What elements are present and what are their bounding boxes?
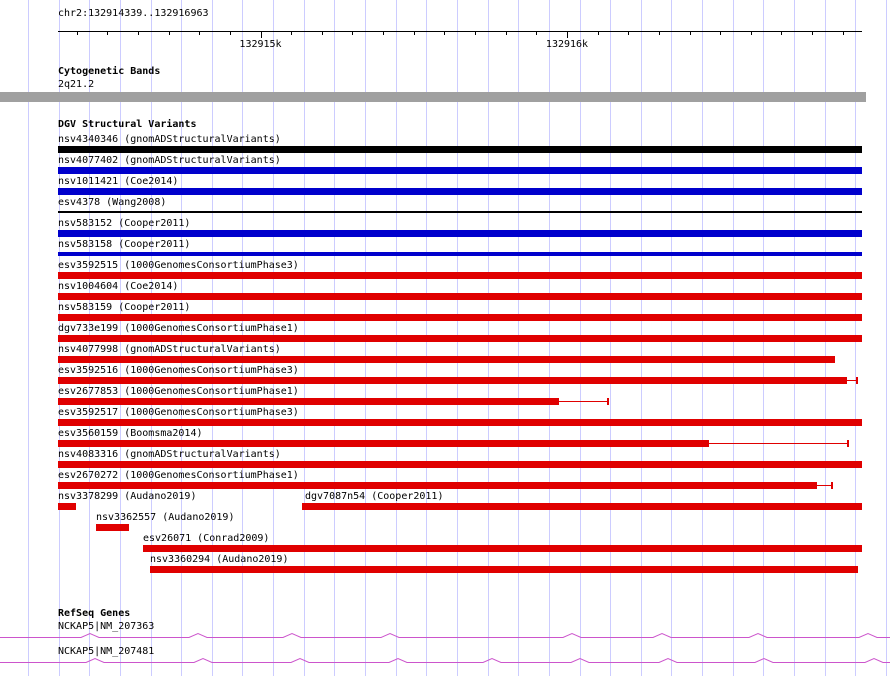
ruler-minor-tick bbox=[812, 31, 814, 35]
ruler-minor-tick bbox=[352, 31, 354, 35]
variant-ci-line bbox=[847, 380, 856, 381]
variant-bar[interactable] bbox=[58, 211, 862, 213]
variant-label[interactable]: esv3560159 (Boomsma2014) bbox=[58, 428, 203, 439]
dgv-heading: DGV Structural Variants bbox=[58, 119, 197, 130]
ruler-minor-tick bbox=[107, 31, 109, 35]
ruler-minor-tick bbox=[321, 31, 323, 35]
variant-ci-tick bbox=[856, 377, 858, 384]
variant-label[interactable]: nsv3378299 (Audano2019) bbox=[58, 491, 197, 502]
variant-label[interactable]: dgv7087n54 (Cooper2011) bbox=[305, 491, 444, 502]
variant-label[interactable]: dgv733e199 (1000GenomesConsortiumPhase1) bbox=[58, 323, 299, 334]
variant-label[interactable]: nsv583159 (Cooper2011) bbox=[58, 302, 191, 313]
variant-label[interactable]: nsv3360294 (Audano2019) bbox=[150, 554, 289, 565]
variant-bar[interactable] bbox=[58, 503, 76, 510]
ruler-minor-tick bbox=[505, 31, 507, 35]
ruler-minor-tick bbox=[413, 31, 415, 35]
variant-bar[interactable] bbox=[58, 377, 847, 384]
ruler-minor-tick bbox=[689, 31, 691, 35]
refseq-heading: RefSeq Genes bbox=[58, 608, 131, 619]
variant-label[interactable]: nsv4077998 (gnomADStructuralVariants) bbox=[58, 344, 281, 355]
variant-bar[interactable] bbox=[58, 482, 817, 489]
variant-bar[interactable] bbox=[58, 335, 862, 342]
variant-label[interactable]: esv3592517 (1000GenomesConsortiumPhase3) bbox=[58, 407, 299, 418]
ruler-minor-tick bbox=[536, 31, 538, 35]
variant-bar[interactable] bbox=[58, 419, 862, 426]
ruler-minor-tick bbox=[383, 31, 385, 35]
gene-label[interactable]: NCKAP5|NM_207481 bbox=[58, 646, 155, 657]
variant-ci-line bbox=[817, 485, 831, 486]
variant-label[interactable]: esv26071 (Conrad2009) bbox=[143, 533, 270, 544]
variant-bar[interactable] bbox=[96, 524, 129, 531]
variant-ci-tick bbox=[607, 398, 609, 405]
variant-bar[interactable] bbox=[58, 188, 862, 195]
variant-label[interactable]: esv2677853 (1000GenomesConsortiumPhase1) bbox=[58, 386, 299, 397]
gene-line[interactable] bbox=[0, 657, 890, 664]
variant-ci-line bbox=[709, 443, 847, 444]
variant-bar[interactable] bbox=[58, 146, 862, 153]
variant-label[interactable]: nsv4077402 (gnomADStructuralVariants) bbox=[58, 155, 281, 166]
variant-bar[interactable] bbox=[58, 167, 862, 174]
variant-bar[interactable] bbox=[58, 314, 862, 321]
ruler-minor-tick bbox=[444, 31, 446, 35]
ruler-line bbox=[58, 31, 862, 32]
ruler-minor-tick bbox=[720, 31, 722, 35]
variant-label[interactable]: nsv4340346 (gnomADStructuralVariants) bbox=[58, 134, 281, 145]
ruler-minor-tick bbox=[229, 31, 231, 35]
ruler-minor-tick bbox=[750, 31, 752, 35]
ruler-minor-tick bbox=[291, 31, 293, 35]
ruler-minor-tick bbox=[842, 31, 844, 35]
variant-bar[interactable] bbox=[58, 356, 835, 363]
variant-bar[interactable] bbox=[58, 461, 862, 468]
variant-label[interactable]: esv3592516 (1000GenomesConsortiumPhase3) bbox=[58, 365, 299, 376]
ruler-minor-tick bbox=[628, 31, 630, 35]
region-title: chr2:132914339..132916963 bbox=[58, 8, 209, 19]
variant-bar[interactable] bbox=[302, 503, 862, 510]
ruler-tick-label: 132915k bbox=[239, 39, 282, 50]
ruler-minor-tick bbox=[597, 31, 599, 35]
ruler-minor-tick bbox=[76, 31, 78, 35]
variant-label[interactable]: nsv1011421 (Coe2014) bbox=[58, 176, 179, 187]
ruler-major-tick bbox=[260, 31, 262, 38]
variant-label[interactable]: esv4378 (Wang2008) bbox=[58, 197, 167, 208]
ruler-major-tick bbox=[567, 31, 568, 38]
cytoband-label: 2q21.2 bbox=[58, 79, 95, 90]
cytobands-heading: Cytogenetic Bands bbox=[58, 66, 161, 77]
ruler-minor-tick bbox=[781, 31, 783, 35]
variant-bar[interactable] bbox=[150, 566, 858, 573]
cytoband-bar bbox=[0, 92, 866, 102]
grid-line bbox=[28, 0, 29, 676]
ruler-minor-tick bbox=[658, 31, 660, 35]
variant-bar[interactable] bbox=[58, 252, 862, 256]
grid-line bbox=[885, 0, 887, 676]
variant-bar[interactable] bbox=[58, 293, 862, 300]
variant-label[interactable]: esv2670272 (1000GenomesConsortiumPhase1) bbox=[58, 470, 299, 481]
variant-label[interactable]: esv3592515 (1000GenomesConsortiumPhase3) bbox=[58, 260, 299, 271]
variant-bar[interactable] bbox=[58, 440, 709, 447]
variant-ci-tick bbox=[831, 482, 833, 489]
ruler-minor-tick bbox=[137, 31, 139, 35]
variant-bar[interactable] bbox=[143, 545, 862, 552]
variant-bar[interactable] bbox=[58, 398, 559, 405]
variant-bar[interactable] bbox=[58, 272, 862, 279]
ruler-minor-tick bbox=[168, 31, 170, 35]
ruler-minor-tick bbox=[475, 31, 477, 35]
variant-label[interactable]: nsv3362557 (Audano2019) bbox=[96, 512, 235, 523]
gene-line[interactable] bbox=[0, 632, 890, 639]
ruler-tick-label: 132916k bbox=[545, 39, 589, 50]
ruler-minor-tick bbox=[199, 31, 201, 35]
variant-label[interactable]: nsv583152 (Cooper2011) bbox=[58, 218, 191, 229]
variant-label[interactable]: nsv4083316 (gnomADStructuralVariants) bbox=[58, 449, 281, 460]
variant-label[interactable]: nsv583158 (Cooper2011) bbox=[58, 239, 191, 250]
variant-ci-line bbox=[559, 401, 607, 402]
variant-label[interactable]: nsv1004604 (Coe2014) bbox=[58, 281, 179, 292]
variant-ci-tick bbox=[847, 440, 849, 447]
variant-bar[interactable] bbox=[58, 230, 862, 237]
gene-label[interactable]: NCKAP5|NM_207363 bbox=[58, 621, 155, 632]
